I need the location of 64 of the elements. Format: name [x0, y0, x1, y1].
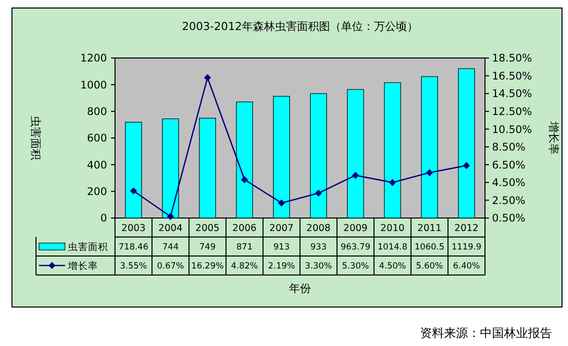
x-tick-label: 2008 — [306, 222, 331, 234]
x-tick-label: 2011 — [417, 222, 442, 234]
point — [130, 187, 137, 194]
y-axis-title: 虫害面积 — [29, 116, 42, 160]
data-label: 16.29% — [191, 261, 224, 272]
legend-label: 增长率 — [67, 260, 98, 272]
y2-tick-label: 14.50% — [492, 88, 532, 100]
x-tick-label: 2005 — [195, 222, 220, 234]
data-label: 963.79 — [340, 242, 370, 252]
data-label: 913 — [273, 242, 290, 252]
point — [278, 199, 285, 206]
data-label: 6.40% — [452, 261, 480, 272]
y-tick-label: 800 — [86, 106, 107, 118]
y2-tick-label: 16.50% — [492, 70, 532, 82]
y2-axis-title: 增长率 — [547, 120, 560, 154]
y-tick-label: 0 — [100, 212, 107, 225]
data-label: 718.46 — [118, 242, 148, 252]
chart-title: 2003-2012年森林虫害面积图（单位：万公顷） — [182, 20, 418, 33]
y-tick-label: 200 — [86, 186, 107, 198]
x-tick-label: 2012 — [454, 222, 479, 234]
data-label: 1014.8 — [378, 242, 408, 252]
data-label: 1060.5 — [414, 242, 444, 252]
y2-tick-label: 4.50% — [492, 177, 526, 190]
point — [389, 178, 396, 186]
point — [352, 172, 359, 179]
data-label: 744 — [162, 242, 179, 252]
data-label: 3.30% — [304, 261, 332, 272]
data-label: 2.19% — [268, 261, 296, 272]
data-label: 749 — [199, 242, 216, 252]
data-label: 1119.9 — [452, 242, 482, 252]
point — [426, 169, 433, 176]
point — [315, 190, 322, 197]
data-label: 871 — [236, 242, 253, 252]
x-tick-label: 2004 — [158, 222, 183, 234]
data-label: 4.50% — [378, 261, 406, 272]
legend-label: 虫害面积 — [68, 240, 108, 253]
y2-tick-label: 6.50% — [492, 159, 526, 172]
data-label: 3.55% — [120, 261, 148, 272]
y-tick-label: 1200 — [80, 52, 107, 65]
y2-tick-label: 2.50% — [492, 194, 526, 207]
point — [463, 162, 470, 170]
y-tick-label: 600 — [86, 132, 107, 145]
data-label: 5.60% — [416, 261, 444, 272]
point — [241, 176, 248, 184]
data-label: 933 — [310, 242, 327, 252]
data-label: 0.67% — [156, 261, 184, 272]
x-tick-label: 2006 — [232, 222, 257, 234]
point — [204, 74, 211, 82]
text: 资料来源：中国林业报告 — [420, 326, 552, 340]
x-axis-title: 年份 — [289, 282, 311, 295]
y-tick-label: 400 — [86, 159, 107, 172]
y2-tick-label: 0.50% — [492, 212, 526, 225]
x-tick-label: 2007 — [269, 222, 294, 234]
x-tick-label: 2009 — [343, 222, 368, 234]
data-label: 4.82% — [230, 261, 258, 272]
y2-tick-label: 18.50% — [492, 52, 532, 65]
y2-tick-label: 8.50% — [492, 142, 526, 154]
y2-tick-label: 12.50% — [492, 106, 532, 118]
data-label: 5.30% — [342, 261, 370, 272]
point — [167, 212, 174, 220]
x-tick-label: 2010 — [380, 222, 405, 234]
x-tick-label: 2003 — [121, 222, 146, 234]
y-tick-label: 1000 — [80, 79, 107, 92]
y2-tick-label: 10.50% — [492, 124, 532, 136]
